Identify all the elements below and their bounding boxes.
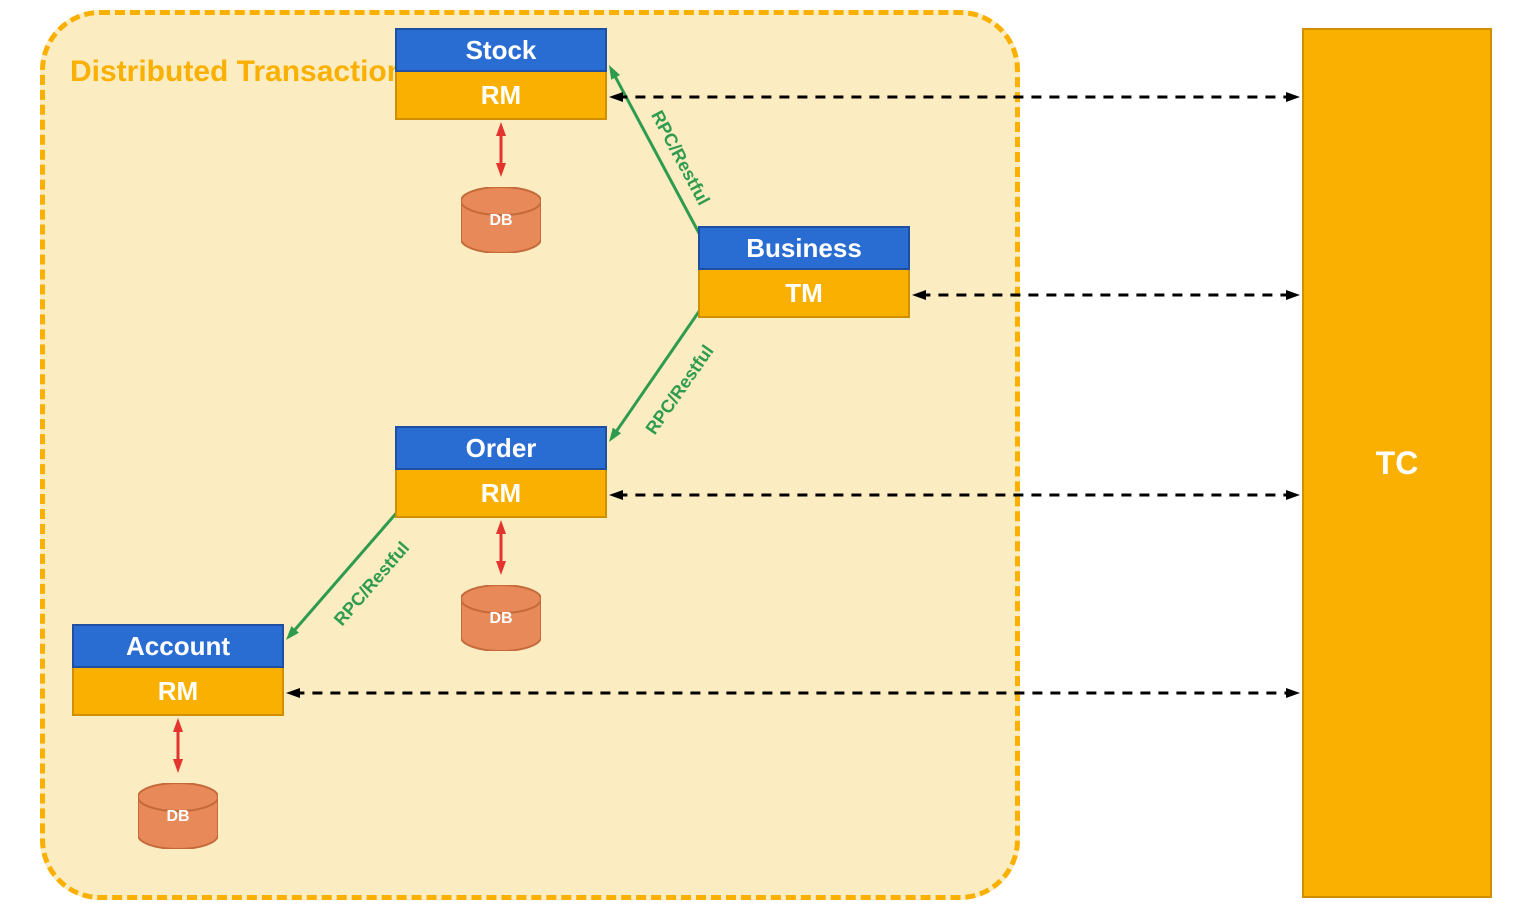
service-stock-footer: RM xyxy=(395,72,607,120)
tc-box: TC xyxy=(1302,28,1492,898)
db-account: DB xyxy=(138,783,218,849)
db-stock: DB xyxy=(461,187,541,253)
db-order: DB xyxy=(461,585,541,651)
service-business: Business TM xyxy=(698,226,910,318)
service-account-header: Account xyxy=(72,624,284,668)
service-stock-header: Stock xyxy=(395,28,607,72)
service-business-header: Business xyxy=(698,226,910,270)
txn-title: Distributed Transaction xyxy=(70,55,405,89)
diagram-canvas: Distributed Transaction Stock RM Busines… xyxy=(0,0,1534,908)
service-account-footer: RM xyxy=(72,668,284,716)
service-business-footer: TM xyxy=(698,270,910,318)
service-stock: Stock RM xyxy=(395,28,607,120)
service-account: Account RM xyxy=(72,624,284,716)
service-order-header: Order xyxy=(395,426,607,470)
service-order-footer: RM xyxy=(395,470,607,518)
service-order: Order RM xyxy=(395,426,607,518)
